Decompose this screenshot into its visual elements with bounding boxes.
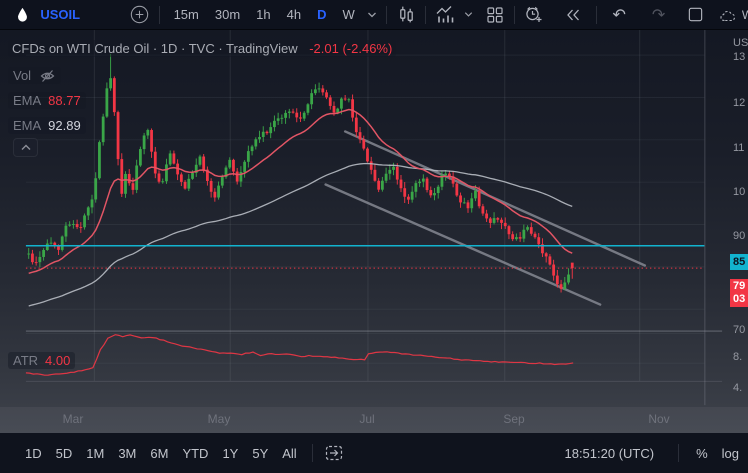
atr-label: ATR [13, 353, 39, 368]
ema2-label: EMA [13, 118, 42, 133]
range-1y-button[interactable]: 1Y [222, 445, 239, 461]
range-1m-button[interactable]: 1M [86, 445, 105, 461]
alert-clock-button[interactable] [521, 2, 546, 28]
eye-slash-icon[interactable] [38, 69, 56, 83]
tf-1d-button[interactable]: D [317, 7, 327, 22]
price-change: -2.01 (-2.46%) [309, 41, 393, 56]
tf-4h-button[interactable]: 4h [286, 7, 302, 22]
time-axis-label-nov: Nov [648, 412, 670, 426]
price-axis[interactable]: US 13 12 11 10 90 70 8. 4. 85 79 03 [730, 30, 748, 433]
range-6m-button[interactable]: 6M [150, 445, 169, 461]
chart-area[interactable]: CFDs on WTI Crude Oil · 1D · TVC · Tradi… [0, 30, 748, 433]
time-axis-label-sep: Sep [503, 412, 525, 426]
price-axis-tick-label: 13 [733, 51, 746, 63]
undo-button[interactable]: ↶ [612, 4, 626, 24]
range-1d-button[interactable]: 1D [25, 445, 42, 461]
volume-legend-label: Vol [13, 68, 32, 83]
log-scale-button[interactable]: log [721, 445, 739, 461]
range-ytd-button[interactable]: YTD [182, 445, 209, 461]
oil-drop-icon [10, 2, 35, 28]
cyan-price-line-label[interactable]: 85 [730, 253, 748, 270]
divider [513, 5, 515, 24]
ema1-value: 88.77 [48, 93, 81, 108]
price-axis-tick-label: 70 [733, 324, 746, 336]
tf-1w-button[interactable]: W [342, 7, 355, 22]
time-axis-label-may: May [207, 412, 231, 426]
legend-volume-row[interactable]: Vol [8, 67, 62, 84]
percent-scale-button[interactable]: % [696, 445, 708, 461]
redo-button: ↷ [651, 4, 666, 24]
go-to-date-button[interactable] [321, 440, 347, 466]
price-axis-tick-label: 90 [733, 230, 746, 242]
range-5d-button[interactable]: 5D [55, 445, 73, 461]
indicator-templates-chevron-icon[interactable] [461, 2, 477, 28]
legend-ema1-row[interactable]: EMA 88.77 [8, 92, 86, 109]
session-clock[interactable]: 18:51:20 (UTC) [564, 445, 655, 461]
tf-1h-button[interactable]: 1h [256, 7, 271, 22]
bottom-toolbar: 1D 5D 1M 3M 6M YTD 1Y 5Y All 18:51:20 (U… [0, 433, 748, 473]
indicators-button[interactable] [432, 2, 461, 28]
current-price-label[interactable]: 79 03 [730, 278, 748, 307]
time-axis-label-jul: Jul [359, 412, 375, 426]
divider [595, 5, 597, 24]
replay-button[interactable] [560, 2, 585, 28]
ema2-value: 92.89 [48, 118, 81, 133]
divider [311, 444, 313, 462]
chevron-down-icon[interactable] [363, 2, 381, 28]
price-axis-tick-label: 10 [733, 186, 746, 198]
collapse-legend-button[interactable] [13, 138, 38, 157]
cloud-save-icon[interactable] [717, 2, 742, 28]
price-axis-currency-label: US [733, 37, 748, 49]
divider [678, 444, 680, 462]
fullscreen-square-button[interactable] [683, 2, 708, 28]
symbol-button[interactable]: USOIL [40, 7, 81, 22]
range-all-button[interactable]: All [282, 445, 297, 461]
top-toolbar: USOIL 15m 30m 1h 4h D W [0, 0, 748, 30]
atr-value: 4.00 [45, 353, 71, 368]
atr-axis-tick-label: 8. [733, 351, 743, 363]
ema1-label: EMA [13, 93, 42, 108]
divider [158, 5, 160, 24]
divider [424, 5, 426, 24]
legend-ema2-row[interactable]: EMA 92.89 [8, 117, 86, 134]
range-5y-button[interactable]: 5Y [252, 445, 269, 461]
add-symbol-button[interactable] [127, 2, 152, 28]
atr-axis-tick-label: 4. [733, 382, 743, 394]
price-axis-tick-label: 11 [733, 142, 745, 154]
tf-15m-button[interactable]: 15m [173, 7, 199, 22]
chart-title: CFDs on WTI Crude Oil · 1D · TVC · Tradi… [12, 41, 298, 56]
range-3m-button[interactable]: 3M [118, 445, 137, 461]
tf-30m-button[interactable]: 30m [214, 7, 241, 22]
candlestick-style-button[interactable] [393, 2, 418, 28]
layout-grid-button[interactable] [483, 2, 508, 28]
divider [386, 5, 388, 24]
time-axis-label-mar: Mar [62, 412, 84, 426]
clipped-toolbar-text: W [741, 7, 748, 22]
chart-title-row[interactable]: CFDs on WTI Crude Oil · 1D · TVC · Tradi… [8, 40, 397, 57]
legend-atr-row[interactable]: ATR 4.00 [8, 352, 76, 369]
time-axis-band[interactable] [0, 407, 748, 433]
price-chart-canvas[interactable] [0, 30, 748, 433]
price-axis-tick-label: 12 [733, 97, 746, 109]
